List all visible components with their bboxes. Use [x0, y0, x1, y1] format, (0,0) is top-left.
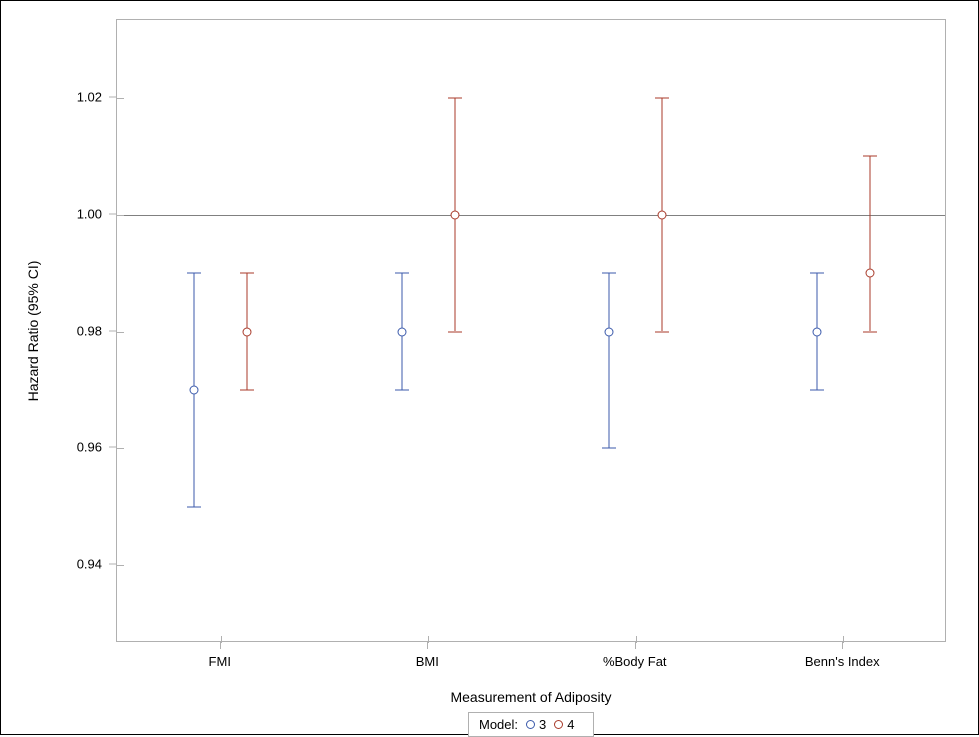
- y-tick-inner: [117, 332, 124, 333]
- errorbar-cap: [602, 448, 616, 449]
- errorbar-cap: [810, 389, 824, 390]
- y-tick: 1.02: [66, 89, 116, 104]
- y-tick-label: 0.94: [66, 557, 102, 572]
- y-tick-inner: [117, 98, 124, 99]
- y-tick-mark: [109, 564, 116, 565]
- x-tick-mark: [842, 642, 843, 649]
- errorbar-cap: [863, 331, 877, 332]
- plot-area: [116, 19, 946, 642]
- y-axis-title: Hazard Ratio (95% CI): [25, 260, 41, 401]
- circle-marker-icon: [605, 327, 614, 336]
- y-tick-inner: [117, 215, 124, 216]
- errorbar-cap: [655, 97, 669, 98]
- y-tick-mark: [109, 330, 116, 331]
- legend-item-label: 3: [539, 717, 546, 732]
- data-marker: [812, 327, 821, 336]
- errorbar-cap: [395, 389, 409, 390]
- x-tick-label: FMI: [209, 654, 231, 669]
- data-marker: [605, 327, 614, 336]
- errorbar-cap: [240, 389, 254, 390]
- circle-marker-icon: [243, 327, 252, 336]
- y-tick-mark: [109, 447, 116, 448]
- y-tick-mark: [109, 213, 116, 214]
- circle-marker-icon: [526, 720, 535, 729]
- circle-marker-icon: [812, 327, 821, 336]
- data-marker: [450, 210, 459, 219]
- errorbar-cap: [240, 273, 254, 274]
- y-tick: 0.98: [66, 323, 116, 338]
- reference-line: [117, 215, 945, 216]
- y-tick-mark: [109, 96, 116, 97]
- legend-item-label: 4: [567, 717, 574, 732]
- errorbar-cap: [810, 273, 824, 274]
- data-marker: [397, 327, 406, 336]
- x-tick-inner: [428, 636, 429, 643]
- circle-marker-icon: [397, 327, 406, 336]
- errorbar-cap: [187, 506, 201, 507]
- circle-marker-icon: [554, 720, 563, 729]
- x-tick-mark: [635, 642, 636, 649]
- legend-item: 3: [526, 717, 546, 732]
- x-tick-inner: [843, 636, 844, 643]
- errorbar-cap: [448, 331, 462, 332]
- y-tick-inner: [117, 565, 124, 566]
- errorbar-cap: [187, 273, 201, 274]
- y-tick-label: 1.00: [66, 206, 102, 221]
- y-tick-label: 1.02: [66, 89, 102, 104]
- errorbar-cap: [863, 156, 877, 157]
- errorbar-line: [609, 273, 610, 448]
- data-marker: [865, 269, 874, 278]
- errorbar-cap: [395, 273, 409, 274]
- y-tick: 0.96: [66, 440, 116, 455]
- x-tick-inner: [221, 636, 222, 643]
- circle-marker-icon: [450, 210, 459, 219]
- x-tick-label: %Body Fat: [603, 654, 667, 669]
- legend-title: Model:: [479, 717, 518, 732]
- errorbar-cap: [655, 331, 669, 332]
- x-tick-mark: [427, 642, 428, 649]
- legend: Model: 3 4: [468, 712, 594, 737]
- data-marker: [243, 327, 252, 336]
- y-tick-label: 0.98: [66, 323, 102, 338]
- errorbar-cap: [448, 97, 462, 98]
- legend-item: 4: [554, 717, 574, 732]
- errorbar-line: [869, 156, 870, 331]
- x-tick-label: BMI: [416, 654, 439, 669]
- y-tick: 1.00: [66, 206, 116, 221]
- circle-marker-icon: [190, 385, 199, 394]
- data-marker: [190, 385, 199, 394]
- data-marker: [658, 210, 667, 219]
- x-tick-inner: [636, 636, 637, 643]
- circle-marker-icon: [865, 269, 874, 278]
- chart-frame: 0.94 0.96 0.98 1.00 1.02 FMI BMI %Body Fat Benn…: [0, 0, 979, 735]
- y-tick: 0.94: [66, 557, 116, 572]
- y-tick-inner: [117, 448, 124, 449]
- circle-marker-icon: [658, 210, 667, 219]
- x-tick-mark: [220, 642, 221, 649]
- x-tick-label: Benn's Index: [805, 654, 880, 669]
- y-tick-label: 0.96: [66, 440, 102, 455]
- x-axis-title: Measurement of Adiposity: [450, 689, 611, 705]
- errorbar-cap: [602, 273, 616, 274]
